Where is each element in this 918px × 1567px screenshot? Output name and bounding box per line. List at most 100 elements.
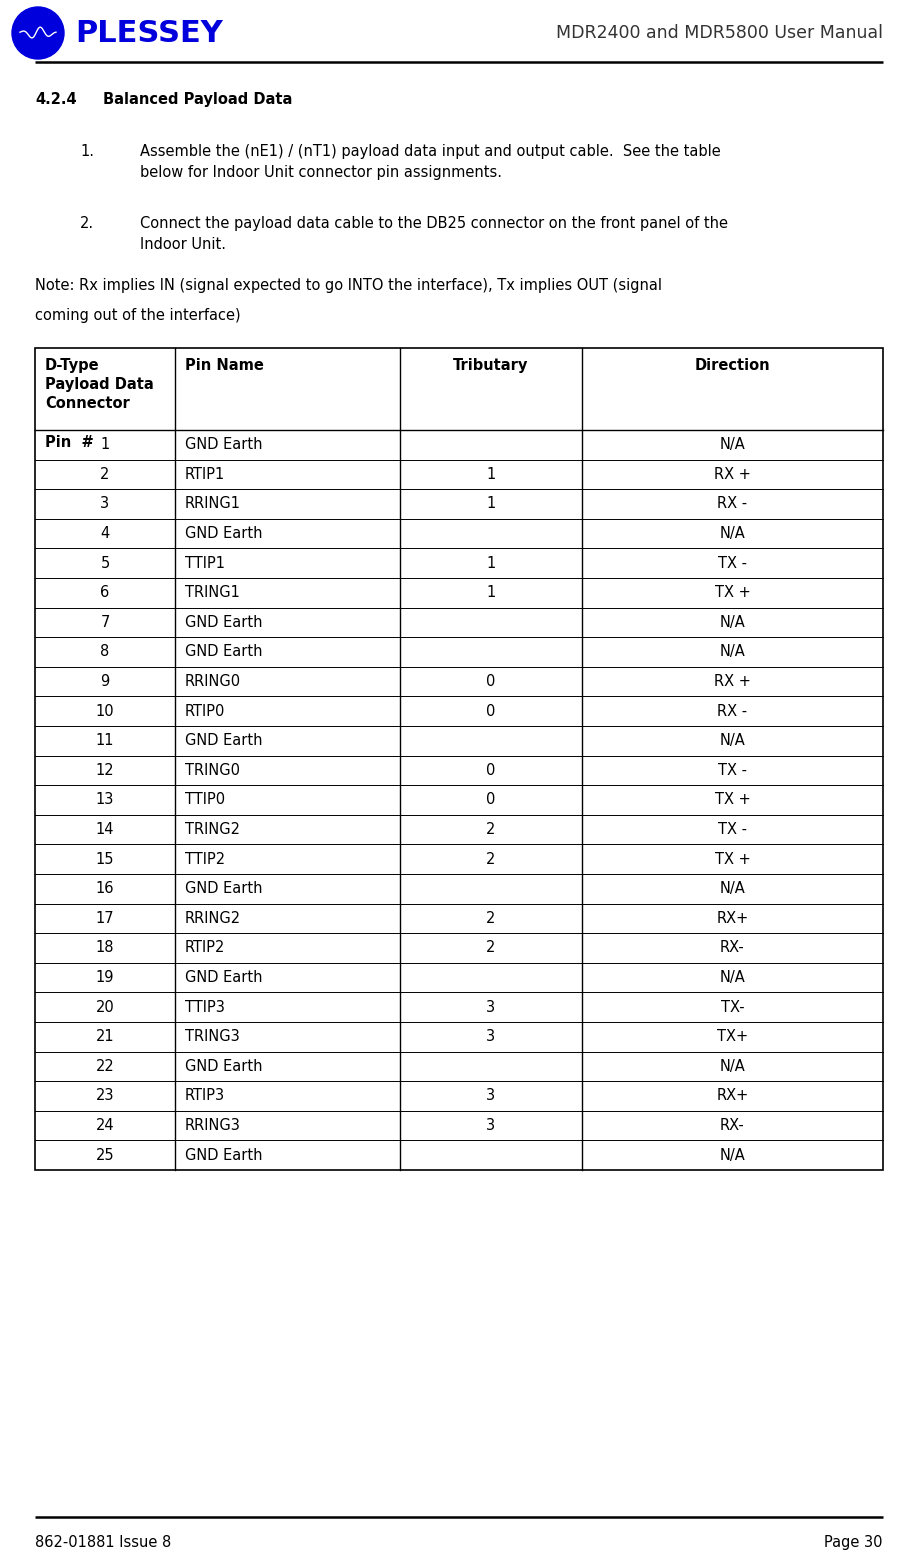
Text: 17: 17 bbox=[95, 910, 114, 926]
Text: 10: 10 bbox=[95, 704, 114, 719]
Text: MDR2400 and MDR5800 User Manual: MDR2400 and MDR5800 User Manual bbox=[556, 24, 883, 42]
Text: TX -: TX - bbox=[718, 763, 747, 777]
Text: TX -: TX - bbox=[718, 556, 747, 570]
Text: 0: 0 bbox=[487, 793, 496, 807]
Text: 1: 1 bbox=[487, 556, 496, 570]
Text: coming out of the interface): coming out of the interface) bbox=[35, 309, 241, 323]
Text: RRING2: RRING2 bbox=[185, 910, 241, 926]
Text: 7: 7 bbox=[100, 614, 109, 630]
Text: N/A: N/A bbox=[720, 1147, 745, 1163]
Text: 11: 11 bbox=[95, 733, 114, 749]
Text: RX-: RX- bbox=[720, 1119, 744, 1133]
Text: 3: 3 bbox=[100, 497, 109, 511]
Text: RTIP2: RTIP2 bbox=[185, 940, 225, 956]
Text: 6: 6 bbox=[100, 586, 109, 600]
Text: 25: 25 bbox=[95, 1147, 114, 1163]
Text: N/A: N/A bbox=[720, 970, 745, 986]
Text: RX +: RX + bbox=[714, 674, 751, 689]
Text: RTIP1: RTIP1 bbox=[185, 467, 225, 483]
Text: 3: 3 bbox=[487, 1030, 496, 1044]
Text: GND Earth: GND Earth bbox=[185, 1059, 263, 1073]
Text: 0: 0 bbox=[487, 704, 496, 719]
Text: RX -: RX - bbox=[718, 497, 747, 511]
Text: TX+: TX+ bbox=[717, 1030, 748, 1044]
Text: TRING1: TRING1 bbox=[185, 586, 240, 600]
Text: TRING0: TRING0 bbox=[185, 763, 240, 777]
Text: 14: 14 bbox=[95, 823, 114, 837]
Text: GND Earth: GND Earth bbox=[185, 527, 263, 541]
Text: 2: 2 bbox=[487, 910, 496, 926]
Text: GND Earth: GND Earth bbox=[185, 970, 263, 986]
Text: 1: 1 bbox=[487, 497, 496, 511]
Text: TTIP2: TTIP2 bbox=[185, 852, 225, 867]
Text: 2: 2 bbox=[487, 852, 496, 867]
Text: RX+: RX+ bbox=[716, 910, 748, 926]
Text: Note: Rx implies IN (signal expected to go INTO the interface), Tx implies OUT (: Note: Rx implies IN (signal expected to … bbox=[35, 277, 662, 293]
Text: TTIP3: TTIP3 bbox=[185, 1000, 225, 1015]
Text: RX-: RX- bbox=[720, 940, 744, 956]
Text: 862-01881 Issue 8: 862-01881 Issue 8 bbox=[35, 1536, 172, 1550]
Text: 20: 20 bbox=[95, 1000, 115, 1015]
Text: 0: 0 bbox=[487, 763, 496, 777]
Text: TTIP1: TTIP1 bbox=[185, 556, 225, 570]
Text: GND Earth: GND Earth bbox=[185, 733, 263, 749]
Text: 21: 21 bbox=[95, 1030, 114, 1044]
Text: 9: 9 bbox=[100, 674, 109, 689]
Text: RTIP3: RTIP3 bbox=[185, 1089, 225, 1103]
Text: N/A: N/A bbox=[720, 1059, 745, 1073]
Text: 2: 2 bbox=[100, 467, 109, 483]
Text: N/A: N/A bbox=[720, 644, 745, 660]
Text: RX +: RX + bbox=[714, 467, 751, 483]
Text: GND Earth: GND Earth bbox=[185, 614, 263, 630]
Text: RRING1: RRING1 bbox=[185, 497, 241, 511]
Text: 12: 12 bbox=[95, 763, 114, 777]
Text: GND Earth: GND Earth bbox=[185, 644, 263, 660]
Text: Direction: Direction bbox=[695, 357, 770, 373]
Text: RX -: RX - bbox=[718, 704, 747, 719]
Text: 4.2.4: 4.2.4 bbox=[35, 92, 76, 107]
Text: RRING0: RRING0 bbox=[185, 674, 241, 689]
Text: Tributary: Tributary bbox=[453, 357, 529, 373]
Text: N/A: N/A bbox=[720, 527, 745, 541]
Bar bbox=[35, 348, 883, 1171]
Text: 1: 1 bbox=[487, 586, 496, 600]
Text: 3: 3 bbox=[487, 1000, 496, 1015]
Text: 18: 18 bbox=[95, 940, 114, 956]
Text: N/A: N/A bbox=[720, 437, 745, 453]
Text: GND Earth: GND Earth bbox=[185, 437, 263, 453]
Text: RTIP0: RTIP0 bbox=[185, 704, 225, 719]
Text: Page 30: Page 30 bbox=[824, 1536, 883, 1550]
Text: RRING3: RRING3 bbox=[185, 1119, 241, 1133]
Text: Balanced Payload Data: Balanced Payload Data bbox=[103, 92, 292, 107]
Circle shape bbox=[12, 6, 64, 60]
Text: TX -: TX - bbox=[718, 823, 747, 837]
Text: 3: 3 bbox=[487, 1089, 496, 1103]
Text: 2.: 2. bbox=[80, 216, 95, 230]
Text: 24: 24 bbox=[95, 1119, 114, 1133]
Text: 0: 0 bbox=[487, 674, 496, 689]
Text: PLESSEY: PLESSEY bbox=[75, 19, 223, 47]
Text: 15: 15 bbox=[95, 852, 114, 867]
Text: GND Earth: GND Earth bbox=[185, 881, 263, 896]
Text: Assemble the (nE1) / (nT1) payload data input and output cable.  See the table
b: Assemble the (nE1) / (nT1) payload data … bbox=[140, 144, 721, 180]
Text: N/A: N/A bbox=[720, 733, 745, 749]
Text: TX +: TX + bbox=[714, 586, 750, 600]
Text: 2: 2 bbox=[487, 940, 496, 956]
Text: Connect the payload data cable to the DB25 connector on the front panel of the
I: Connect the payload data cable to the DB… bbox=[140, 216, 728, 252]
Text: 4: 4 bbox=[100, 527, 109, 541]
Text: RX+: RX+ bbox=[716, 1089, 748, 1103]
Text: 2: 2 bbox=[487, 823, 496, 837]
Text: 1: 1 bbox=[487, 467, 496, 483]
Text: TX-: TX- bbox=[721, 1000, 744, 1015]
Text: N/A: N/A bbox=[720, 614, 745, 630]
Text: TTIP0: TTIP0 bbox=[185, 793, 225, 807]
Text: Pin Name: Pin Name bbox=[185, 357, 263, 373]
Text: N/A: N/A bbox=[720, 881, 745, 896]
Text: 16: 16 bbox=[95, 881, 114, 896]
Text: 8: 8 bbox=[100, 644, 109, 660]
Text: D-Type
Payload Data
Connector

Pin  #: D-Type Payload Data Connector Pin # bbox=[45, 357, 153, 450]
Text: 19: 19 bbox=[95, 970, 114, 986]
Text: 1: 1 bbox=[100, 437, 109, 453]
Text: TRING2: TRING2 bbox=[185, 823, 240, 837]
Text: GND Earth: GND Earth bbox=[185, 1147, 263, 1163]
